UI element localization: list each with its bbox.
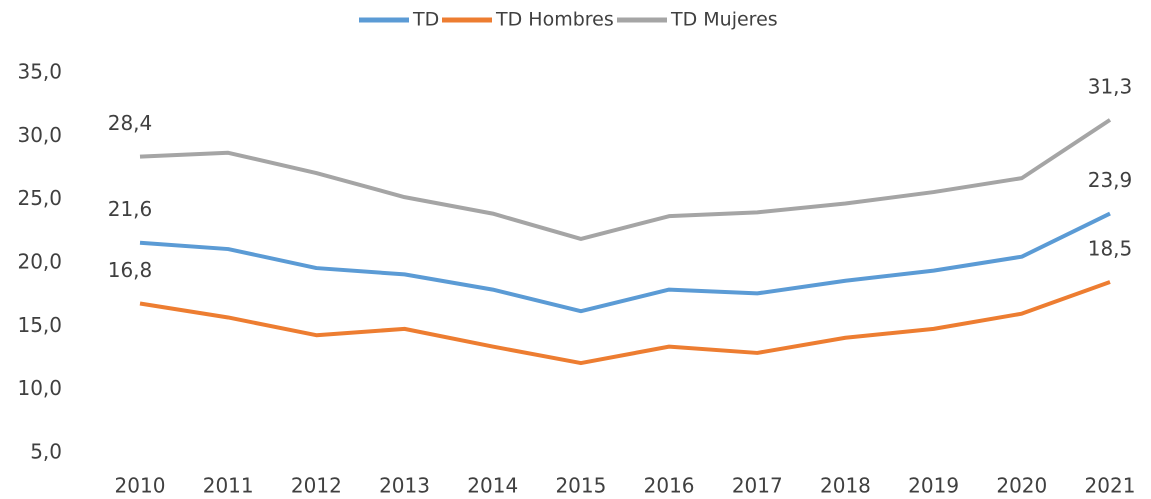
series-line	[139, 118, 1112, 241]
y-tick-label: 10,0	[17, 376, 62, 400]
y-tick-label: 30,0	[17, 123, 62, 147]
legend-label: TD Hombres	[495, 9, 614, 31]
series-line	[139, 280, 1111, 366]
y-tick-label: 35,0	[17, 60, 62, 84]
x-tick-label: 2021	[1085, 474, 1136, 498]
series-line	[139, 211, 1111, 314]
x-tick-label: 2019	[908, 474, 959, 498]
data-label: 31,3	[1088, 74, 1133, 98]
x-tick-label: 2013	[379, 474, 430, 498]
data-label: 28,4	[108, 111, 153, 135]
x-tick-label: 2012	[291, 474, 342, 498]
y-tick-label: 20,0	[17, 250, 62, 274]
data-label: 16,8	[108, 258, 153, 282]
x-tick-label: 2010	[115, 474, 166, 498]
data-label: 18,5	[1088, 237, 1133, 261]
x-tick-label: 2015	[555, 474, 606, 498]
x-tick-label: 2011	[203, 474, 254, 498]
data-label: 23,9	[1088, 168, 1133, 192]
x-tick-label: 2014	[467, 474, 518, 498]
x-tick-label: 2016	[644, 474, 695, 498]
data-label: 21,6	[108, 197, 153, 221]
x-tick-label: 2018	[820, 474, 871, 498]
y-tick-label: 5,0	[30, 440, 62, 464]
x-tick-label: 2017	[732, 474, 783, 498]
legend-label: TD Mujeres	[670, 9, 778, 31]
x-tick-label: 2020	[996, 474, 1047, 498]
legend-label: TD	[412, 9, 439, 31]
y-tick-label: 15,0	[17, 313, 62, 337]
y-tick-label: 25,0	[17, 186, 62, 210]
